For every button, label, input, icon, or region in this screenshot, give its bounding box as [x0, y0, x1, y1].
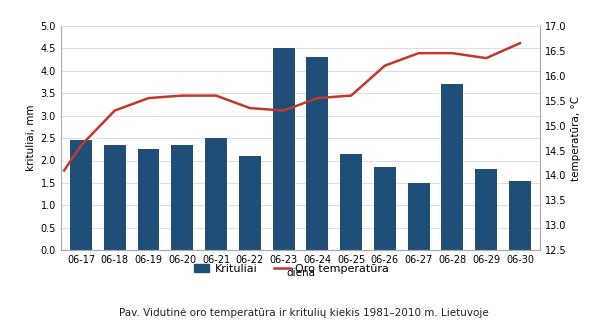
Bar: [104, 145, 126, 250]
Bar: [205, 138, 227, 250]
Legend: Krituliai, Oro temperatūra: Krituliai, Oro temperatūra: [189, 260, 393, 279]
Bar: [441, 84, 463, 250]
Y-axis label: krituliai, mm: krituliai, mm: [26, 105, 36, 171]
Bar: [475, 169, 497, 250]
Bar: [408, 183, 430, 250]
Bar: [138, 149, 160, 250]
Bar: [374, 167, 396, 250]
Text: Pav. Vidutinė oro temperatūra ir kritulių kiekis 1981–2010 m. Lietuvoje: Pav. Vidutinė oro temperatūra ir krituli…: [118, 308, 489, 318]
Y-axis label: temperatūra, °C: temperatūra, °C: [571, 95, 581, 181]
Bar: [340, 154, 362, 250]
Bar: [509, 181, 531, 250]
Bar: [239, 156, 261, 250]
Bar: [70, 140, 92, 250]
X-axis label: diena: diena: [286, 268, 315, 278]
Bar: [273, 48, 294, 250]
Bar: [307, 57, 328, 250]
Bar: [171, 145, 193, 250]
